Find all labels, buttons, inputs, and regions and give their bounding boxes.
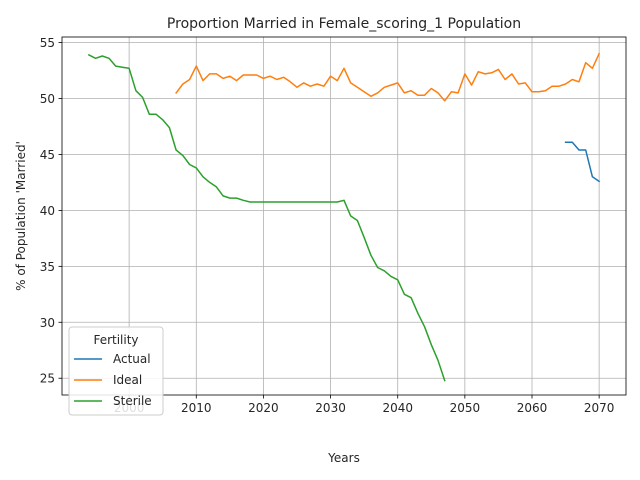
x-tick-label: 2040: [382, 401, 413, 415]
x-tick-label: 2030: [315, 401, 346, 415]
legend-label-actual: Actual: [113, 352, 151, 366]
y-tick-label: 30: [40, 316, 55, 330]
x-tick-label: 2020: [248, 401, 279, 415]
legend-label-sterile: Sterile: [113, 394, 152, 408]
y-tick-label: 25: [40, 372, 55, 386]
x-axis-label: Years: [327, 451, 360, 465]
y-axis-label: % of Population 'Married': [14, 141, 28, 291]
series-line-actual: [564, 141, 601, 183]
x-tick-label: 2060: [517, 401, 548, 415]
series-line-sterile: [87, 53, 446, 382]
y-tick-label: 45: [40, 148, 55, 162]
x-tick-label: 2050: [450, 401, 481, 415]
plot-frame: [61, 36, 627, 396]
y-tick-label: 40: [40, 204, 55, 218]
y-tick-label: 55: [40, 36, 55, 50]
legend: Fertility Actual Ideal Sterile: [68, 326, 164, 416]
legend-box: [68, 326, 164, 416]
x-tick-label: 2070: [584, 401, 615, 415]
series-lines: [87, 52, 601, 382]
legend-title: Fertility: [93, 333, 138, 347]
y-tick-label: 50: [40, 92, 55, 106]
legend-label-ideal: Ideal: [113, 373, 142, 387]
series-line-ideal: [175, 52, 601, 102]
chart-title: Proportion Married in Female_scoring_1 P…: [167, 16, 521, 32]
x-tick-label: 2010: [181, 401, 212, 415]
y-tick-label: 35: [40, 260, 55, 274]
